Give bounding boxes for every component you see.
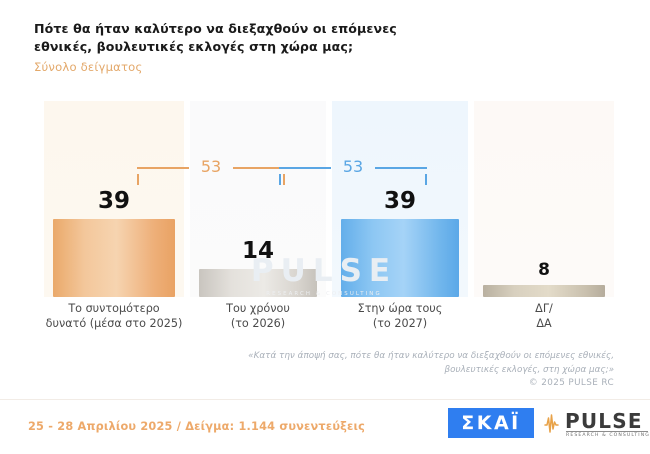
category-axis-labels: Το συντομότερο δυνατό (μέσα στο 2025) Το… <box>44 301 614 343</box>
category-label-2-line2: (το 2027) <box>372 317 428 331</box>
pulse-logo: PULSE RESEARCH & CONSULTING <box>544 407 650 443</box>
pulse-logo-tagline: RESEARCH & CONSULTING <box>566 433 650 438</box>
bracket-label-blue: 53 <box>342 157 364 176</box>
copyright-notice: © 2025 PULSE RC <box>528 378 614 389</box>
category-label-2-line1: Στην ώρα τους <box>357 302 443 315</box>
category-label-0-line1: Το συντομότερο <box>68 302 160 315</box>
category-label-1: Του χρόνου (το 2026) <box>190 301 326 331</box>
bracket-annotation-blue: 53 <box>279 159 427 185</box>
bar-value-0: 39 <box>97 188 130 214</box>
pulse-logo-text: PULSE <box>565 409 643 433</box>
chart-column-0: 39 <box>44 101 184 297</box>
category-label-3-line1: ΔΓ/ <box>535 302 553 315</box>
bar-1 <box>199 269 317 297</box>
bar-0 <box>53 219 175 297</box>
category-label-1-line1: Του χρόνου <box>226 302 290 315</box>
skai-logo-text: ΣΚΑΪ <box>461 412 521 434</box>
category-label-0-line2: δυνατό (μέσα στο 2025) <box>45 317 183 331</box>
fieldwork-info: 25 - 28 Απριλίου 2025 / Δείγμα: 1.144 συ… <box>28 420 366 433</box>
bracket-leg-left-blue <box>279 174 281 185</box>
bar-2 <box>341 219 459 297</box>
bracket-segment-left-orange <box>137 167 189 169</box>
bar-chart-plot-area: 39 14 39 8 PULSE RESEARCH & CONSULTING 5… <box>44 101 614 297</box>
page-title-line-2: εθνικές, βουλευτικές εκλογές στη χώρα μα… <box>34 38 354 54</box>
bracket-leg-left-orange <box>137 174 139 185</box>
bracket-segment-left-blue <box>279 167 331 169</box>
pulse-waveform-icon <box>544 413 564 439</box>
bar-value-1: 14 <box>241 238 274 264</box>
chart-header: Πότε θα ήταν καλύτερο να διεξαχθούν οι ε… <box>34 20 594 74</box>
pulse-logo-rule <box>566 431 648 432</box>
page-title-line-1: Πότε θα ήταν καλύτερο να διεξαχθούν οι ε… <box>34 21 397 36</box>
bar-value-3: 8 <box>538 260 550 280</box>
category-label-1-line2: (το 2026) <box>230 317 286 331</box>
bracket-leg-right-blue <box>425 174 427 185</box>
skai-logo: ΣΚΑΪ <box>448 408 534 438</box>
chart-column-1: 14 <box>190 101 326 297</box>
chart-subtitle: Σύνολο δείγματος <box>34 59 143 74</box>
bar-value-2: 39 <box>383 188 416 214</box>
bracket-leg-right-orange <box>283 174 285 185</box>
column-background-1 <box>190 101 326 297</box>
footnote-line-1: «Κατά την άποψή σας, πότε θα ήταν καλύτε… <box>248 351 614 361</box>
category-label-2: Στην ώρα τους (το 2027) <box>332 301 468 331</box>
footer-divider <box>0 399 650 400</box>
chart-column-2: 39 <box>332 101 468 297</box>
column-background-3 <box>474 101 614 297</box>
category-label-3: ΔΓ/ ΔΑ <box>474 301 614 331</box>
footnote-line-2: βουλευτικές εκλογές, στη χώρα μας;» <box>444 364 615 375</box>
category-label-3-line2: ΔΑ <box>536 317 552 331</box>
bracket-segment-right-orange <box>233 167 285 169</box>
bracket-annotation-orange: 53 <box>137 159 285 185</box>
category-label-0: Το συντομότερο δυνατό (μέσα στο 2025) <box>38 301 190 331</box>
bar-3 <box>483 285 605 297</box>
chart-column-3: 8 <box>474 101 614 297</box>
bracket-label-orange: 53 <box>200 157 222 176</box>
bracket-segment-right-blue <box>375 167 427 169</box>
question-footnote: «Κατά την άποψή σας, πότε θα ήταν καλύτε… <box>184 350 614 391</box>
